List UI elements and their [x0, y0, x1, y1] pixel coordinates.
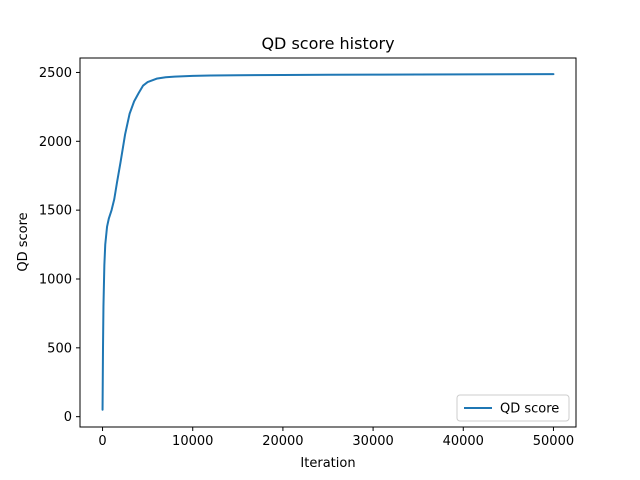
- y-tick-label: 1000: [39, 272, 72, 287]
- x-axis-label: Iteration: [300, 456, 355, 471]
- x-tick-label: 40000: [443, 434, 484, 449]
- plot-area: [80, 58, 576, 427]
- y-tick-label: 1500: [39, 204, 72, 219]
- x-tick-label: 20000: [262, 434, 303, 449]
- y-tick-label: 2000: [39, 135, 72, 150]
- y-axis-ticks: 0 500 1000 1500 2000 2500: [39, 66, 80, 425]
- x-tick-label: 50000: [533, 434, 574, 449]
- y-tick-label: 2500: [39, 66, 72, 81]
- legend: QD score: [456, 394, 570, 422]
- y-axis-label: QD score: [16, 212, 31, 271]
- y-tick-label: 0: [64, 410, 72, 425]
- plot-frame: [79, 57, 577, 428]
- x-axis-ticks: 0 10000 20000 30000 40000 50000: [98, 427, 574, 449]
- x-tick-label: 30000: [352, 434, 393, 449]
- qd-score-series-line: [101, 73, 555, 411]
- legend-label-qd-score: QD score: [500, 402, 559, 417]
- y-tick-label: 500: [47, 341, 72, 356]
- chart-title: QD score history: [261, 34, 394, 53]
- x-tick-label: 10000: [172, 434, 213, 449]
- legend-box: [456, 394, 570, 422]
- x-tick-label: 0: [98, 434, 106, 449]
